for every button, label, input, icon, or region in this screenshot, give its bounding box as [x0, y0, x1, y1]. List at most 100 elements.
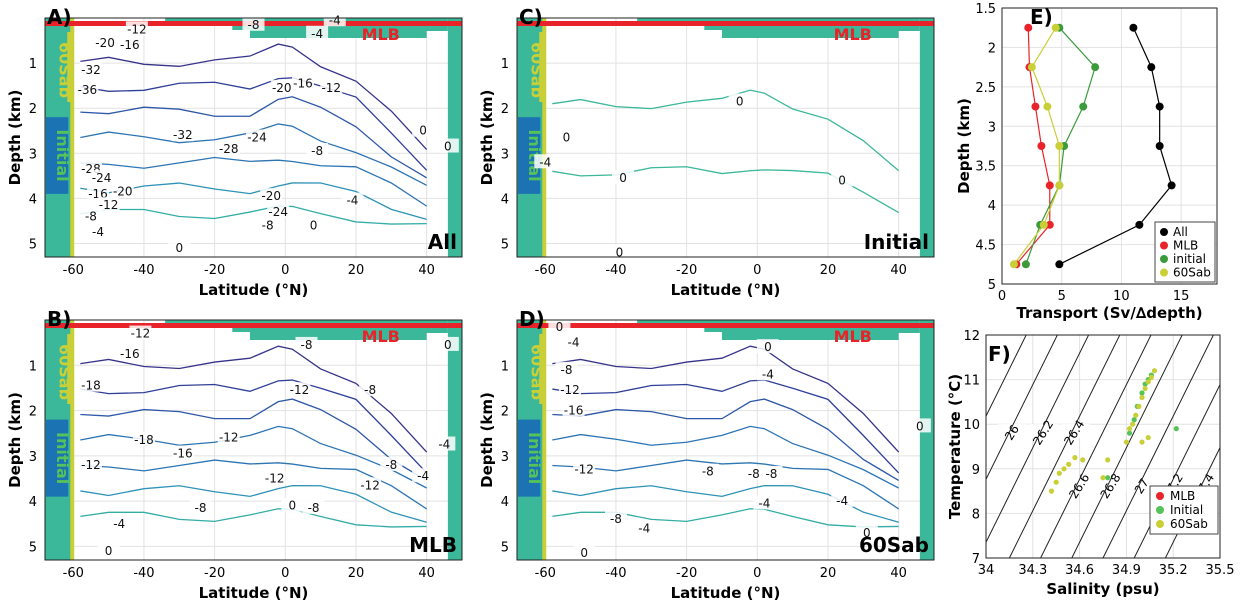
contour-label-bg	[742, 465, 765, 480]
contour-label-bg	[171, 445, 194, 460]
x-tick-label: 0	[753, 566, 761, 581]
legend-label: MLB	[1170, 489, 1195, 503]
contour-label: 0	[175, 241, 183, 255]
x-axis-label: Latitude (°N)	[199, 584, 309, 601]
contour-label-bg	[534, 154, 557, 169]
contour-label-bg	[291, 75, 314, 90]
contour-label: -16	[120, 347, 140, 361]
contour-label: -36	[78, 83, 98, 97]
contour-label-bg	[831, 493, 854, 508]
60sab-box	[67, 32, 74, 102]
contour-label-bg	[217, 429, 240, 444]
contour-label-bg	[281, 497, 304, 512]
legend-label: initial	[1173, 252, 1206, 266]
contour-label-bg	[97, 542, 120, 557]
y-tick-label: 8	[972, 507, 980, 522]
x-tick-label: -40	[133, 263, 154, 278]
contour-label: 0	[556, 320, 564, 334]
y-tick-label: 5	[501, 540, 509, 555]
x-tick-label: 20	[820, 566, 837, 581]
x-tick-label: 35.5	[1206, 563, 1235, 578]
contour-label-bg	[171, 127, 194, 142]
contour-label-bg	[256, 217, 279, 232]
x-axis-label: Latitude (°N)	[671, 584, 781, 601]
contour-label-bg	[118, 345, 141, 360]
y-tick-label: 11	[963, 374, 980, 389]
series-point	[1055, 260, 1064, 269]
isopycnal-label: 27	[1132, 476, 1152, 496]
contour-label-bg	[908, 418, 931, 433]
isopycnal-label-bg	[1060, 424, 1091, 439]
ts-point	[1123, 439, 1129, 445]
contour-label: -8	[301, 338, 313, 352]
contour-label-bg	[433, 436, 456, 451]
x-tick-label: 40	[418, 566, 435, 581]
y-tick-label: 12	[963, 329, 980, 344]
contour-line	[552, 398, 899, 482]
contour-line	[552, 459, 900, 510]
contour-label-bg	[263, 470, 286, 485]
y-tick-label: 1	[29, 359, 37, 374]
y-tick-label: 4	[501, 192, 509, 207]
isopycnal-line	[1008, 335, 1121, 558]
contour-label: -4	[762, 367, 774, 381]
legend-label: MLB	[1173, 239, 1198, 253]
contour-label-bg	[756, 366, 779, 381]
contour-label: -32	[173, 128, 193, 142]
contour-label: -12	[290, 383, 310, 397]
y-tick-label: 5	[29, 540, 37, 555]
contour-label: 0	[916, 419, 924, 433]
contour-line	[80, 459, 428, 510]
series-point	[1091, 63, 1100, 72]
ts-point	[1126, 430, 1133, 436]
isopycnal-label-bg	[1065, 477, 1096, 492]
contour-line	[80, 205, 427, 225]
contour-label: -4	[836, 494, 848, 508]
contour-label-bg	[559, 382, 582, 397]
ts-point	[1126, 426, 1133, 432]
contour-label-bg	[573, 461, 596, 476]
panel-tag: Initial	[864, 230, 929, 254]
x-tick-label: 15	[1173, 289, 1190, 304]
contour-label: -8	[248, 18, 260, 32]
contour-label: -8	[765, 467, 777, 481]
y-tick-label: 4	[988, 199, 996, 214]
ts-point	[1053, 479, 1059, 485]
isopycnal-label-bg	[997, 424, 1028, 439]
y-axis-label: Depth (km)	[478, 90, 496, 186]
isopycnal-label: 27.6	[1222, 471, 1248, 501]
series-point	[1055, 142, 1064, 150]
contour-line	[80, 398, 427, 482]
ts-point	[1066, 461, 1072, 467]
y-tick-label: 3	[501, 450, 509, 465]
contour-label: -12	[574, 462, 594, 476]
x-tick-label: 35.2	[1159, 563, 1188, 578]
contour-label: -18	[81, 379, 101, 393]
y-tick-label: 9	[972, 463, 980, 478]
contour-label: -4	[329, 13, 341, 27]
x-tick-label: -40	[133, 566, 154, 581]
y-tick-label: 5	[29, 237, 37, 252]
contour-label-bg	[267, 203, 290, 218]
legend-marker	[1156, 506, 1164, 514]
contour-line	[80, 508, 427, 528]
y-tick-label: 7	[972, 552, 980, 567]
contour-label: -20	[272, 81, 292, 95]
y-tick-label: 3	[501, 147, 509, 162]
mlb-bar	[517, 21, 934, 26]
contour-label: -12	[321, 81, 341, 95]
panel-tag: All	[428, 230, 457, 254]
x-tick-label: 20	[348, 263, 365, 278]
y-tick-label: 2	[29, 102, 37, 117]
ts-point	[1139, 439, 1145, 445]
contour-label-bg	[380, 456, 403, 471]
series-point	[1079, 102, 1088, 111]
series-point	[1155, 102, 1164, 111]
zone-label-initial: Initial	[525, 432, 544, 484]
y-tick-label: 4	[29, 495, 37, 510]
series-point	[1045, 220, 1054, 229]
y-tick-label: 3	[29, 147, 37, 162]
contour-label: 0	[563, 131, 571, 145]
contour-label-bg	[79, 208, 102, 223]
